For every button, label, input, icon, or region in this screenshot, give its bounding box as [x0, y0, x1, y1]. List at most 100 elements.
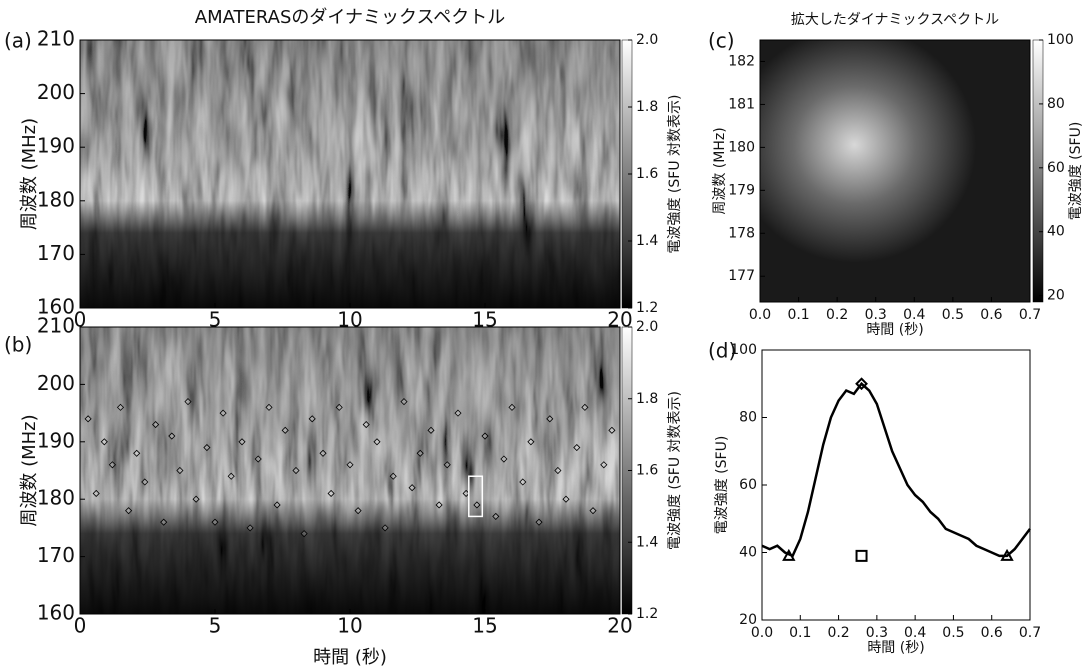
diamond-marker [481, 432, 489, 440]
colorbar-tick-label: 80 [1047, 96, 1065, 112]
diamond-marker [141, 478, 149, 486]
y-axis-label: 周波数 (MHz) [19, 414, 40, 526]
y-tick-label: 180 [37, 486, 75, 510]
y-tick-label: 179 [728, 182, 755, 198]
y-tick-label: 190 [37, 134, 75, 158]
diamond-marker [454, 409, 462, 417]
diamond-marker [508, 403, 516, 411]
diamond-marker [608, 426, 616, 434]
diamond-marker [389, 472, 397, 480]
y-tick-label: 200 [37, 80, 75, 104]
colorbar [1032, 39, 1044, 303]
colorbar-tick-label: 1.4 [636, 534, 658, 550]
spectrogram-shade [80, 40, 620, 308]
panel-label: (b) [4, 333, 32, 357]
diamond-marker [152, 421, 160, 429]
diamond-marker [354, 507, 362, 515]
colorbar-tick-label: 60 [1047, 160, 1065, 176]
y-axis-label: 周波数 (MHz) [19, 118, 40, 230]
colorbar-tick-label: 1.4 [636, 233, 658, 249]
y-tick-label: 178 [728, 225, 755, 241]
y-axis-label: 電波強度 (SFU) [714, 436, 730, 535]
y-axis-label: 周波数 (MHz) [712, 127, 728, 214]
x-tick-label: 0.2 [827, 625, 849, 641]
x-axis-label: 時間 (秒) [866, 322, 923, 338]
x-tick-label: 0.4 [904, 625, 926, 641]
diamond-marker [373, 438, 381, 446]
x-tick-label: 10 [337, 614, 362, 638]
diamond-marker [554, 466, 562, 475]
x-tick-label: 0.4 [903, 307, 925, 323]
colorbar-label: 電波強度 (SFU) [1068, 122, 1084, 221]
panel-label: (a) [4, 29, 32, 53]
diamond-marker [346, 461, 354, 469]
diamond-marker [319, 449, 327, 457]
diamond-marker [281, 426, 289, 434]
x-tick-label: 0.7 [1019, 307, 1041, 323]
y-tick-label: 60 [739, 477, 757, 493]
y-tick-label: 177 [728, 268, 755, 284]
diamond-marker [855, 377, 868, 391]
diamond-marker [92, 489, 100, 498]
data-line [761, 381, 1031, 558]
triangle-marker [1000, 548, 1014, 561]
spectrogram-shade [80, 327, 620, 614]
x-tick-label: 15 [472, 614, 497, 638]
x-tick-label: 0.3 [865, 307, 887, 323]
diamond-marker [168, 432, 176, 440]
x-tick-label: 0.1 [787, 307, 809, 323]
x-tick-label: 0 [74, 308, 87, 332]
y-tick-label: 200 [37, 371, 75, 395]
colorbar-tick-label: 1.2 [636, 300, 658, 316]
diamond-marker [500, 455, 508, 463]
diamond-marker [581, 403, 589, 411]
diamond-marker [362, 421, 370, 429]
y-tick-label: 40 [739, 545, 757, 561]
diamond-marker [125, 507, 133, 515]
colorbar-tick-label: 20 [1047, 288, 1065, 304]
y-tick-label: 170 [37, 241, 75, 265]
diamond-marker [246, 524, 254, 532]
diamond-marker [381, 524, 389, 532]
triangle-marker [782, 548, 796, 561]
diamond-marker [435, 501, 443, 509]
y-tick-label: 170 [37, 543, 75, 567]
y-tick-label: 20 [739, 612, 757, 628]
diamond-marker [535, 518, 543, 526]
colorbar-tick-label: 100 [1047, 32, 1074, 48]
diamond-marker [273, 501, 281, 509]
x-tick-label: 5 [209, 614, 222, 638]
colorbar-tick-label: 1.8 [636, 391, 658, 407]
colorbar-tick-label: 1.2 [636, 606, 658, 622]
x-tick-label: 0.1 [789, 625, 811, 641]
diamond-marker [133, 449, 141, 457]
diamond-marker [300, 530, 308, 538]
diamond-marker [573, 443, 581, 452]
diamond-marker [443, 461, 451, 469]
diamond-marker [335, 403, 343, 411]
spectrogram-zoom [760, 40, 1030, 302]
panel-label: (c) [708, 29, 735, 53]
x-axis-label: 時間 (秒) [867, 640, 924, 656]
x-tick-label: 0.2 [826, 307, 848, 323]
y-tick-label: 160 [37, 295, 75, 319]
diamond-marker [227, 472, 235, 480]
diamond-marker [192, 495, 200, 503]
plot-frame [759, 39, 1031, 303]
x-tick-label: 0.7 [1019, 625, 1041, 641]
panel-title: 拡大したダイナミックスペクトル [791, 12, 999, 28]
colorbar-label: 電波強度 (SFU 対数表示) [667, 94, 683, 253]
diamond-marker [600, 461, 608, 469]
x-tick-label: 20 [607, 614, 632, 638]
diamond-marker [203, 443, 211, 452]
diamond-marker [176, 466, 184, 475]
y-tick-label: 181 [728, 96, 755, 112]
x-tick-label: 0.6 [981, 625, 1003, 641]
diamond-marker [265, 403, 273, 411]
x-tick-label: 0.0 [749, 307, 771, 323]
panel-title: AMATERASのダイナミックスペクトル [195, 7, 505, 28]
diamond-marker [219, 409, 227, 417]
y-tick-label: 210 [37, 314, 75, 338]
y-tick-label: 180 [37, 187, 75, 211]
y-tick-label: 190 [37, 428, 75, 452]
